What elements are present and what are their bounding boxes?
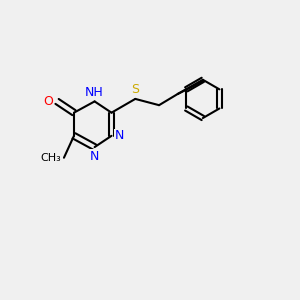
Text: N: N <box>115 129 124 142</box>
Text: N: N <box>90 150 99 163</box>
Text: NH: NH <box>85 86 104 99</box>
Text: CH₃: CH₃ <box>41 153 62 163</box>
Text: S: S <box>131 83 139 96</box>
Text: O: O <box>44 95 53 108</box>
